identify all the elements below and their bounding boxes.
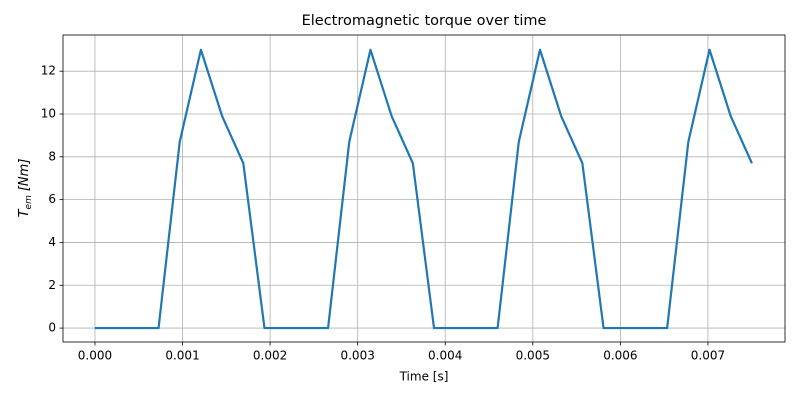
x-axis-label: Time [s] bbox=[399, 370, 449, 384]
x-tick-label: 0.005 bbox=[516, 349, 550, 363]
plot-frame bbox=[62, 34, 786, 343]
x-tick-label: 0.004 bbox=[428, 349, 462, 363]
x-tick-label: 0.007 bbox=[691, 349, 725, 363]
y-label-unit: [Nm] bbox=[17, 159, 32, 192]
y-axis-label: Tem [Nm] bbox=[17, 159, 34, 218]
x-tick-label: 0.003 bbox=[340, 349, 374, 363]
y-tick-label: 10 bbox=[41, 106, 56, 120]
y-label-symbol: T bbox=[17, 208, 32, 217]
y-tick-label: 4 bbox=[48, 235, 56, 249]
y-tick-label: 0 bbox=[48, 321, 56, 335]
x-tick-label: 0.001 bbox=[165, 349, 199, 363]
y-tick-label: 6 bbox=[48, 192, 56, 206]
x-tick-label: 0.006 bbox=[603, 349, 637, 363]
x-tick-label: 0.002 bbox=[253, 349, 287, 363]
y-tick-label: 2 bbox=[48, 278, 56, 292]
chart-title: Electromagnetic torque over time bbox=[302, 13, 547, 29]
y-tick-label: 8 bbox=[48, 149, 56, 163]
y-label-subscript: em bbox=[24, 195, 34, 210]
data-line bbox=[94, 48, 753, 330]
x-tick-label: 0.000 bbox=[78, 349, 112, 363]
y-tick-label: 12 bbox=[41, 64, 56, 78]
